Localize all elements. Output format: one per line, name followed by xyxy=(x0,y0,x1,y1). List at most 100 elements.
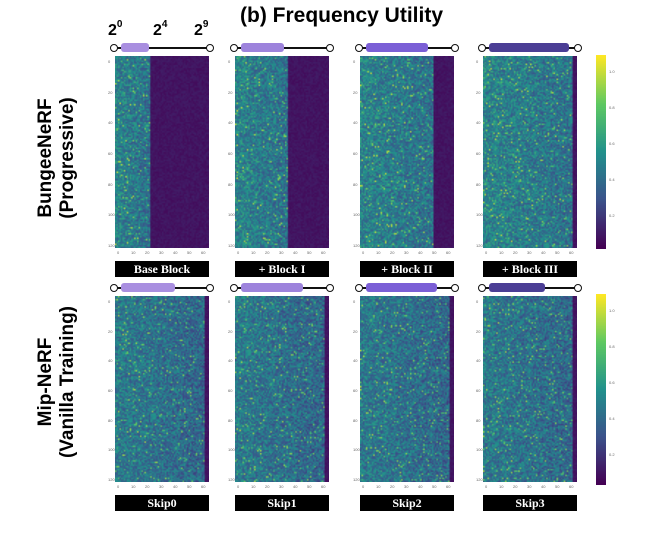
y-tick-label: 20 xyxy=(228,328,233,334)
y-tick-label: 80 xyxy=(108,181,113,187)
colorbar-tick-label: 0.4 xyxy=(609,416,615,421)
x-tick-label: 20 xyxy=(390,250,395,255)
frequency-band-indicator xyxy=(478,283,582,293)
heatmap-cells xyxy=(360,296,454,482)
active-band-fill xyxy=(489,283,545,292)
heatmap-cells xyxy=(483,296,577,482)
frequency-band-indicator xyxy=(355,43,459,53)
active-band-fill xyxy=(121,283,175,292)
y-tick-label: 0 xyxy=(353,59,356,64)
x-tick-label: 50 xyxy=(307,484,312,489)
y-tick-label: 100 xyxy=(353,212,360,218)
band-start-marker xyxy=(230,284,238,292)
band-start-marker xyxy=(230,44,238,52)
y-tick-label: 60 xyxy=(228,388,233,393)
frequency-band-indicator xyxy=(110,43,214,53)
band-end-marker xyxy=(574,284,582,292)
power-exp: 9 xyxy=(202,19,209,30)
colorbar-tick-label: 0.2 xyxy=(609,213,615,218)
y-tick-label: 40 xyxy=(353,358,358,364)
x-tick-label: 20 xyxy=(513,250,518,255)
y-tick-label: 40 xyxy=(476,358,481,364)
panel-label: Skip1 xyxy=(235,495,329,511)
panel-label: Skip3 xyxy=(483,495,577,511)
x-tick-label: 40 xyxy=(293,484,298,489)
band-start-marker xyxy=(478,284,486,292)
y-tick-label: 120 xyxy=(228,243,235,248)
power-base: 2 xyxy=(194,22,203,39)
row-label-line2: (Vanilla Training) xyxy=(57,305,78,459)
y-tick-label: 20 xyxy=(476,328,481,334)
x-tick-label: 50 xyxy=(307,250,312,255)
y-tick-label: 120 xyxy=(476,243,483,248)
y-tick-label: 20 xyxy=(108,89,113,95)
colorbar-tick-label: 0.4 xyxy=(609,177,615,182)
row-label-line2: (Progressive) xyxy=(57,97,78,219)
y-tick-label: 0 xyxy=(353,299,356,304)
band-end-marker xyxy=(574,44,582,52)
x-tick-label: 60 xyxy=(321,250,326,255)
x-tick-label: 0 xyxy=(237,484,240,489)
frequency-band-indicator xyxy=(355,283,459,293)
band-start-marker xyxy=(355,284,363,292)
x-tick-label: 50 xyxy=(187,250,192,255)
frequency-band-indicator xyxy=(230,283,334,293)
x-tick-label: 30 xyxy=(404,484,409,489)
colorbar-gradient xyxy=(596,55,606,249)
y-tick-label: 80 xyxy=(108,417,113,423)
y-tick-label: 20 xyxy=(108,328,113,334)
power-base: 2 xyxy=(108,22,117,39)
power-label-2-9: 29 xyxy=(194,19,209,40)
x-tick-label: 10 xyxy=(376,250,381,255)
x-tick-label: 50 xyxy=(555,250,560,255)
y-tick-label: 0 xyxy=(476,299,479,304)
x-tick-label: 20 xyxy=(145,484,150,489)
x-tick-label: 0 xyxy=(485,484,488,489)
y-tick-label: 120 xyxy=(108,243,115,248)
y-tick-label: 120 xyxy=(353,477,360,482)
power-exp: 0 xyxy=(116,19,123,30)
y-tick-label: 80 xyxy=(476,417,481,423)
frequency-band-indicator xyxy=(110,283,214,293)
y-tick-label: 0 xyxy=(108,299,111,304)
x-tick-label: 20 xyxy=(513,484,518,489)
x-tick-label: 40 xyxy=(173,250,178,255)
figure-title: (b) Frequency Utility xyxy=(240,4,444,27)
active-band-fill xyxy=(121,43,149,52)
x-tick-label: 30 xyxy=(404,250,409,255)
y-tick-label: 60 xyxy=(476,388,481,393)
y-tick-label: 40 xyxy=(228,358,233,364)
x-tick-label: 50 xyxy=(432,250,437,255)
x-tick-label: 0 xyxy=(237,250,240,255)
heatmap-cells xyxy=(235,56,329,248)
active-band-fill xyxy=(489,43,569,52)
heatmap-cells xyxy=(360,56,454,248)
heatmap-cells xyxy=(115,296,209,482)
panel-label: + Block II xyxy=(360,261,454,277)
y-tick-label: 20 xyxy=(353,89,358,95)
heatmap-panel xyxy=(115,296,209,482)
x-tick-label: 0 xyxy=(362,250,365,255)
heatmap-panel xyxy=(483,296,577,482)
power-exp: 4 xyxy=(161,19,168,30)
y-tick-label: 0 xyxy=(108,59,111,64)
x-tick-label: 40 xyxy=(541,250,546,255)
frequency-band-indicator xyxy=(478,43,582,53)
power-label-2-0: 20 xyxy=(108,19,123,40)
y-tick-label: 20 xyxy=(228,89,233,95)
x-tick-label: 0 xyxy=(362,484,365,489)
x-tick-label: 40 xyxy=(418,484,423,489)
y-tick-label: 100 xyxy=(228,447,235,453)
y-tick-label: 20 xyxy=(476,89,481,95)
y-tick-label: 60 xyxy=(476,151,481,156)
x-tick-label: 20 xyxy=(265,484,270,489)
power-label-2-4: 24 xyxy=(153,19,168,40)
heatmap-panel xyxy=(360,56,454,248)
x-tick-label: 10 xyxy=(131,250,136,255)
y-tick-label: 100 xyxy=(108,212,115,218)
y-tick-label: 80 xyxy=(353,417,358,423)
y-tick-label: 80 xyxy=(228,417,233,423)
band-start-marker xyxy=(478,44,486,52)
x-tick-label: 0 xyxy=(117,250,120,255)
x-tick-label: 60 xyxy=(446,484,451,489)
